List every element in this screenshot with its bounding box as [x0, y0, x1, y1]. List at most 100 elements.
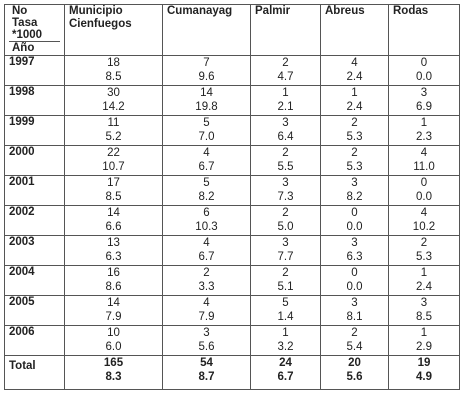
rate-value: 6.7	[198, 161, 215, 173]
cell-rodas: 1 2.9	[388, 325, 460, 356]
cell-cienfuegos: 11 5.2	[64, 115, 163, 146]
cell-rodas: 3 6.9	[388, 85, 460, 116]
cell-abreus: 0 0.0	[320, 265, 389, 296]
case-count: 2	[351, 327, 358, 339]
corner-label-year: Año	[9, 41, 60, 55]
rate-value: 6.0	[105, 341, 122, 353]
case-count: 14	[200, 87, 213, 99]
rate-value: 10.7	[102, 161, 125, 173]
table-row: 2006 10 6.0 3 5.6 1 3.2 2 5.4 1 2.9	[4, 325, 460, 356]
corner-label-no: No	[12, 5, 28, 17]
case-count: 4	[203, 237, 210, 249]
case-count: 24	[279, 357, 292, 369]
case-count: 1	[420, 327, 428, 339]
column-header-cienfuegos: Municipio Cienfuegos	[64, 4, 163, 56]
case-count: 0	[420, 57, 428, 69]
column-header-abreus: Abreus	[320, 4, 389, 56]
cell-cienfuegos: 165 8.3	[64, 355, 163, 390]
case-count: 17	[107, 177, 120, 189]
cell-cienfuegos: 17 8.5	[64, 175, 163, 206]
cell-palmir: 2 5.1	[250, 265, 321, 296]
year-cell: 1997	[4, 55, 65, 86]
case-count: 2	[351, 117, 358, 129]
cell-abreus: 1 2.4	[320, 85, 389, 116]
cell-palmir: 5 1.4	[250, 295, 321, 326]
table-row: 2003 13 6.3 4 6.7 3 7.7 3 6.3 2 5.3	[4, 235, 460, 266]
cell-abreus: 4 2.4	[320, 55, 389, 86]
rate-value: 5.3	[416, 251, 432, 263]
rate-value: 8.5	[105, 71, 122, 83]
rate-value: 6.6	[105, 221, 122, 233]
cell-cumanayag: 6 10.3	[162, 205, 251, 236]
rate-value: 14.2	[102, 101, 125, 113]
case-count: 4	[203, 297, 210, 309]
rate-value: 8.2	[346, 191, 363, 203]
rate-value: 8.5	[416, 311, 432, 323]
cell-cienfuegos: 18 8.5	[64, 55, 163, 86]
case-count: 14	[107, 207, 120, 219]
case-count: 13	[107, 237, 120, 249]
case-count: 3	[351, 177, 358, 189]
corner-label-per-thousand: *1000	[12, 29, 43, 41]
cell-cumanayag: 2 3.3	[162, 265, 251, 296]
case-count: 7	[203, 57, 210, 69]
rate-value: 5.5	[277, 161, 294, 173]
rate-value: 5.0	[277, 221, 294, 233]
cell-rodas: 4 10.2	[388, 205, 460, 236]
cell-palmir: 3 7.7	[250, 235, 321, 266]
rate-value: 4.9	[416, 371, 432, 383]
rate-value: 6.9	[416, 101, 432, 113]
rate-value: 9.6	[198, 71, 215, 83]
rate-value: 19.8	[195, 101, 218, 113]
cell-palmir: 2 5.0	[250, 205, 321, 236]
case-count: 4	[351, 57, 358, 69]
case-count: 3	[282, 177, 289, 189]
rate-value: 7.9	[105, 311, 122, 323]
cell-cumanayag: 7 9.6	[162, 55, 251, 86]
cell-cienfuegos: 30 14.2	[64, 85, 163, 116]
cell-cumanayag: 5 8.2	[162, 175, 251, 206]
cell-abreus: 0 0.0	[320, 205, 389, 236]
case-count: 20	[348, 357, 361, 369]
case-count: 3	[420, 297, 428, 309]
case-count: 3	[351, 237, 358, 249]
rate-value: 4.7	[277, 71, 294, 83]
cell-palmir: 1 2.1	[250, 85, 321, 116]
column-header-cumanayag: Cumanayag	[162, 4, 251, 56]
table-row: 2004 16 8.6 2 3.3 2 5.1 0 0.0 1 2.4	[4, 265, 460, 296]
year-cell: 2002	[4, 205, 65, 236]
rate-value: 5.1	[277, 281, 294, 293]
table-row: 1997 18 8.5 7 9.6 2 4.7 4 2.4 0 0.0	[4, 55, 460, 86]
case-count: 6	[203, 207, 210, 219]
cell-rodas: 4 11.0	[388, 145, 460, 176]
case-count: 3	[282, 237, 289, 249]
rate-value: 5.6	[346, 371, 363, 383]
year-cell: 2001	[4, 175, 65, 206]
rate-value: 6.4	[277, 131, 294, 143]
cell-palmir: 1 3.2	[250, 325, 321, 356]
case-count: 2	[282, 147, 289, 159]
rate-value: 5.4	[346, 341, 363, 353]
year-cell: 1998	[4, 85, 65, 116]
case-count: 4	[203, 147, 210, 159]
cell-rodas: 3 8.5	[388, 295, 460, 326]
rate-value: 3.2	[277, 341, 294, 353]
cell-cumanayag: 5 7.0	[162, 115, 251, 146]
rate-value: 7.3	[277, 191, 294, 203]
cell-abreus: 3 6.3	[320, 235, 389, 266]
table-row: 1998 30 14.2 14 19.8 1 2.1 1 2.4 3 6.9	[4, 85, 460, 116]
cell-cienfuegos: 13 6.3	[64, 235, 163, 266]
case-count: 1	[351, 87, 358, 99]
case-count: 54	[200, 357, 213, 369]
year-cell: 2000	[4, 145, 65, 176]
year-cell: Total	[4, 355, 65, 390]
rate-value: 1.4	[277, 311, 294, 323]
rate-value: 7.9	[198, 311, 215, 323]
rate-value: 5.6	[198, 341, 215, 353]
case-count: 0	[420, 177, 428, 189]
rate-value: 5.3	[346, 161, 363, 173]
cell-palmir: 24 6.7	[250, 355, 321, 390]
rate-value: 0.0	[346, 221, 363, 233]
cell-abreus: 2 5.4	[320, 325, 389, 356]
rate-value: 6.3	[105, 251, 122, 263]
